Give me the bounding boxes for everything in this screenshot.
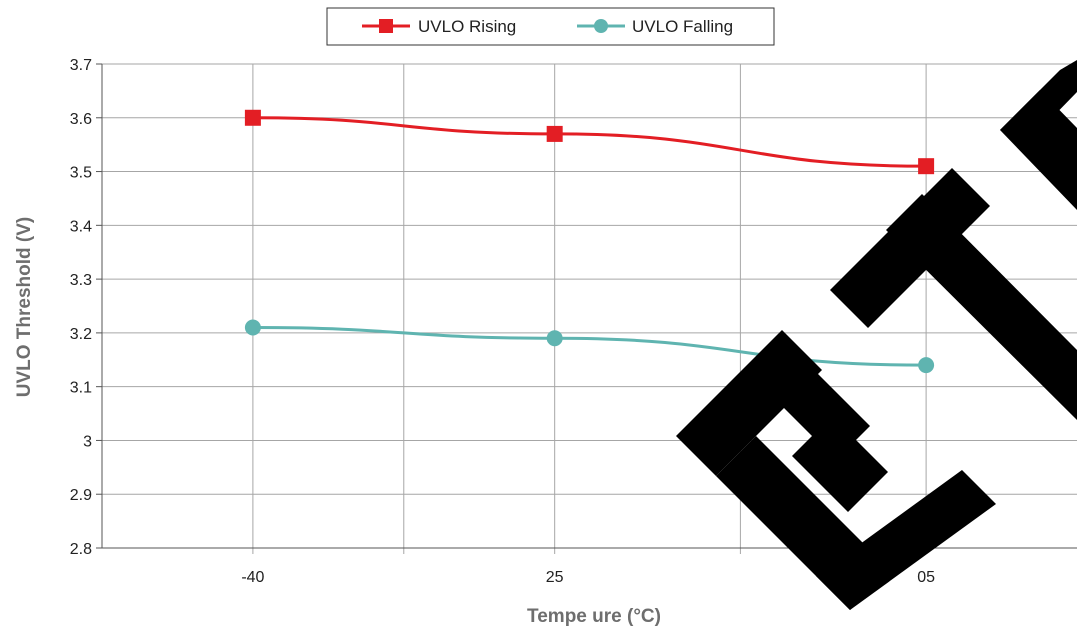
watermark-stroke bbox=[756, 346, 870, 460]
y-tick-label: 3.2 bbox=[70, 326, 92, 343]
y-tick-label: 3.1 bbox=[70, 380, 92, 397]
y-tick-label: 3.5 bbox=[70, 165, 92, 182]
y-tick-label: 3.3 bbox=[70, 272, 92, 289]
data-point-rising bbox=[546, 125, 563, 142]
watermark-stroke bbox=[1000, 60, 1077, 130]
legend: UVLO Rising UVLO Falling bbox=[326, 7, 775, 46]
x-tick-labels: -40 25 05 bbox=[241, 569, 935, 586]
y-tick-label: 3.6 bbox=[70, 111, 92, 128]
y-axis-title: UVLO Threshold (V) bbox=[14, 217, 35, 398]
watermark-stroke bbox=[816, 470, 996, 610]
x-tick-label: 05 bbox=[917, 569, 935, 586]
watermark-overlay bbox=[676, 60, 1077, 610]
legend-marker-rising bbox=[379, 19, 393, 33]
y-tick-label: 2.9 bbox=[70, 487, 92, 504]
series-line-rising bbox=[252, 116, 927, 168]
data-point-falling bbox=[546, 330, 563, 347]
data-point-rising bbox=[918, 158, 935, 175]
x-tick-label: -40 bbox=[241, 569, 264, 586]
y-tick-label: 2.8 bbox=[70, 541, 92, 558]
data-point-rising bbox=[244, 109, 261, 126]
y-tick-label: 3 bbox=[83, 433, 92, 450]
legend-marker-falling bbox=[594, 19, 608, 33]
legend-label-rising: UVLO Rising bbox=[418, 17, 516, 36]
y-tick-label: 3.7 bbox=[70, 57, 92, 74]
y-tick-label: 3.4 bbox=[70, 218, 92, 235]
x-tick-label: 25 bbox=[546, 569, 564, 586]
data-point-falling bbox=[918, 357, 935, 374]
data-point-falling bbox=[244, 319, 261, 336]
x-axis-title: Tempe ure (°C) bbox=[527, 606, 661, 627]
watermark-stroke bbox=[886, 194, 1077, 420]
legend-label-falling: UVLO Falling bbox=[632, 17, 733, 36]
y-tick-labels: 3.7 3.6 3.5 3.4 3.3 3.2 3.1 3 2.9 2.8 bbox=[70, 57, 92, 558]
